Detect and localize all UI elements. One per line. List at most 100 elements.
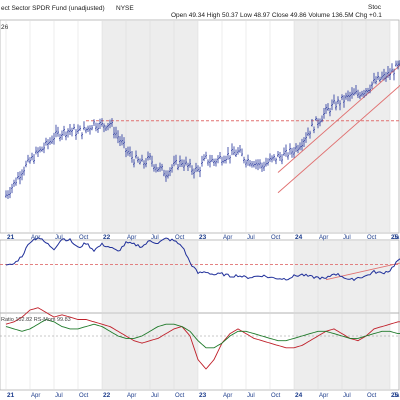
fund-title: ect Sector SPDR Fund (unadjusted) xyxy=(1,5,105,12)
x-tick-label: Jul xyxy=(151,393,159,399)
price-bar xyxy=(365,87,367,97)
x-tick-label: Apr xyxy=(319,235,328,241)
x-tick-label: 22 xyxy=(103,234,111,241)
price-bar xyxy=(207,159,209,166)
price-bar xyxy=(63,125,65,136)
price-bar xyxy=(69,123,71,136)
price-bar xyxy=(179,155,181,167)
price-bar xyxy=(197,165,199,172)
price-bar xyxy=(107,122,109,131)
price-bar xyxy=(205,151,207,159)
ratio-channel-line xyxy=(325,262,400,281)
price-bar xyxy=(213,158,215,167)
x-tick-label: Jul xyxy=(151,235,159,241)
price-bar xyxy=(141,154,143,162)
price-bar xyxy=(97,122,99,133)
price-bar xyxy=(341,94,343,101)
price-bar xyxy=(181,159,183,167)
price-bar xyxy=(303,137,305,147)
price-bar xyxy=(127,146,129,156)
price-bar xyxy=(227,146,229,160)
price-bar xyxy=(215,158,217,167)
price-bar xyxy=(363,89,365,98)
price-bar xyxy=(347,90,349,102)
price-bar xyxy=(229,155,231,164)
x-tick-label: Jul xyxy=(55,235,63,241)
price-bar xyxy=(269,153,271,162)
price-bar xyxy=(239,144,241,153)
price-bar xyxy=(149,152,151,160)
price-bar xyxy=(183,159,185,172)
price-bar xyxy=(259,159,261,169)
price-bar xyxy=(351,87,353,99)
price-bar xyxy=(343,95,345,108)
price-bar xyxy=(237,147,239,155)
price-bar xyxy=(241,148,243,157)
x-tick-label: Apr xyxy=(223,235,232,241)
price-bar xyxy=(195,162,197,173)
x-tick-label: Oct xyxy=(367,393,377,399)
price-bar xyxy=(83,121,85,131)
price-bar xyxy=(165,170,167,182)
price-bar xyxy=(87,125,89,133)
panel-borders xyxy=(0,19,400,391)
price-bar xyxy=(115,126,117,139)
price-bar xyxy=(55,124,57,138)
price-bar xyxy=(151,155,153,167)
x-axis-bottom: 21 Apr Jul Oct 22 Apr Jul Oct 23 Apr Jul Oct 24 Apr Ju… xyxy=(7,392,400,399)
price-bar xyxy=(263,161,265,172)
price-bar xyxy=(279,151,281,161)
reference-lines xyxy=(0,120,400,337)
price-bar xyxy=(189,158,191,168)
x-tick-label: Apr xyxy=(127,235,136,241)
price-bar xyxy=(21,169,23,181)
price-bar xyxy=(59,133,61,142)
price-bar xyxy=(27,154,29,163)
price-bar xyxy=(335,101,337,111)
x-tick-label: Apr xyxy=(127,393,136,399)
price-bar xyxy=(329,107,331,117)
price-bar xyxy=(251,160,253,168)
price-bar xyxy=(85,127,87,134)
price-bar xyxy=(331,99,333,111)
price-bar xyxy=(199,166,201,178)
price-bar xyxy=(295,143,297,153)
price-bar xyxy=(299,142,301,151)
price-bar xyxy=(383,68,385,81)
price-bar xyxy=(117,130,119,144)
price-bar xyxy=(257,159,259,171)
price-bar xyxy=(161,163,163,171)
price-bar xyxy=(245,159,247,168)
price-channel-lower xyxy=(277,84,400,194)
price-bar xyxy=(287,152,289,160)
price-bar xyxy=(283,147,285,156)
price-bar xyxy=(129,146,131,157)
price-bar xyxy=(267,158,269,166)
price-bar xyxy=(223,155,225,164)
exchange-label: NYSE xyxy=(116,5,134,12)
price-bar xyxy=(147,151,149,161)
price-bar xyxy=(219,151,221,160)
price-bar xyxy=(333,94,335,105)
price-bar xyxy=(385,71,387,82)
price-bar xyxy=(121,134,123,146)
x-tick-label: Oct xyxy=(79,393,89,399)
price-bar xyxy=(225,155,227,164)
price-bar xyxy=(327,103,329,111)
price-bar xyxy=(123,137,125,149)
price-bar xyxy=(373,72,375,84)
grid-lines xyxy=(5,21,391,389)
price-bar xyxy=(305,132,307,143)
price-bar xyxy=(337,96,339,105)
price-bar xyxy=(177,164,179,171)
price-bar xyxy=(389,68,391,80)
price-bar xyxy=(99,118,101,129)
price-bar xyxy=(93,119,95,126)
price-bar xyxy=(357,89,359,98)
price-bar xyxy=(291,147,293,158)
price-bar xyxy=(235,149,237,158)
price-bar xyxy=(13,179,15,187)
price-bar xyxy=(361,90,363,97)
price-bar xyxy=(339,100,341,111)
